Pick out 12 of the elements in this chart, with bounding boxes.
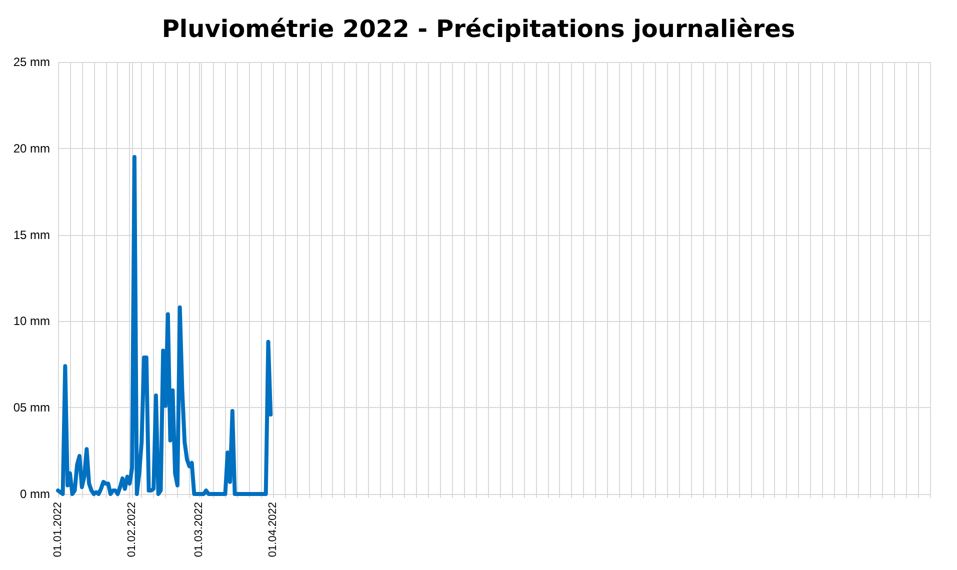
x-tick-label: 01.03.2022 bbox=[192, 502, 205, 558]
x-tick-label: 01.02.2022 bbox=[126, 502, 138, 558]
x-tick-label: 01.01.2022 bbox=[52, 502, 64, 558]
y-tick-label: 0 mm bbox=[20, 487, 50, 501]
y-tick-label: 15 mm bbox=[13, 228, 50, 242]
y-tick-label: 10 mm bbox=[13, 314, 50, 328]
y-tick-label: 20 mm bbox=[13, 141, 50, 156]
x-tick-label: 01.04.2022 bbox=[267, 502, 280, 558]
y-tick-label: 05 mm bbox=[13, 400, 50, 415]
chart-title: Pluviométrie 2022 - Précipitations journalières bbox=[162, 15, 796, 43]
y-tick-label: 25 mm bbox=[13, 55, 50, 69]
line-series bbox=[56, 155, 273, 496]
